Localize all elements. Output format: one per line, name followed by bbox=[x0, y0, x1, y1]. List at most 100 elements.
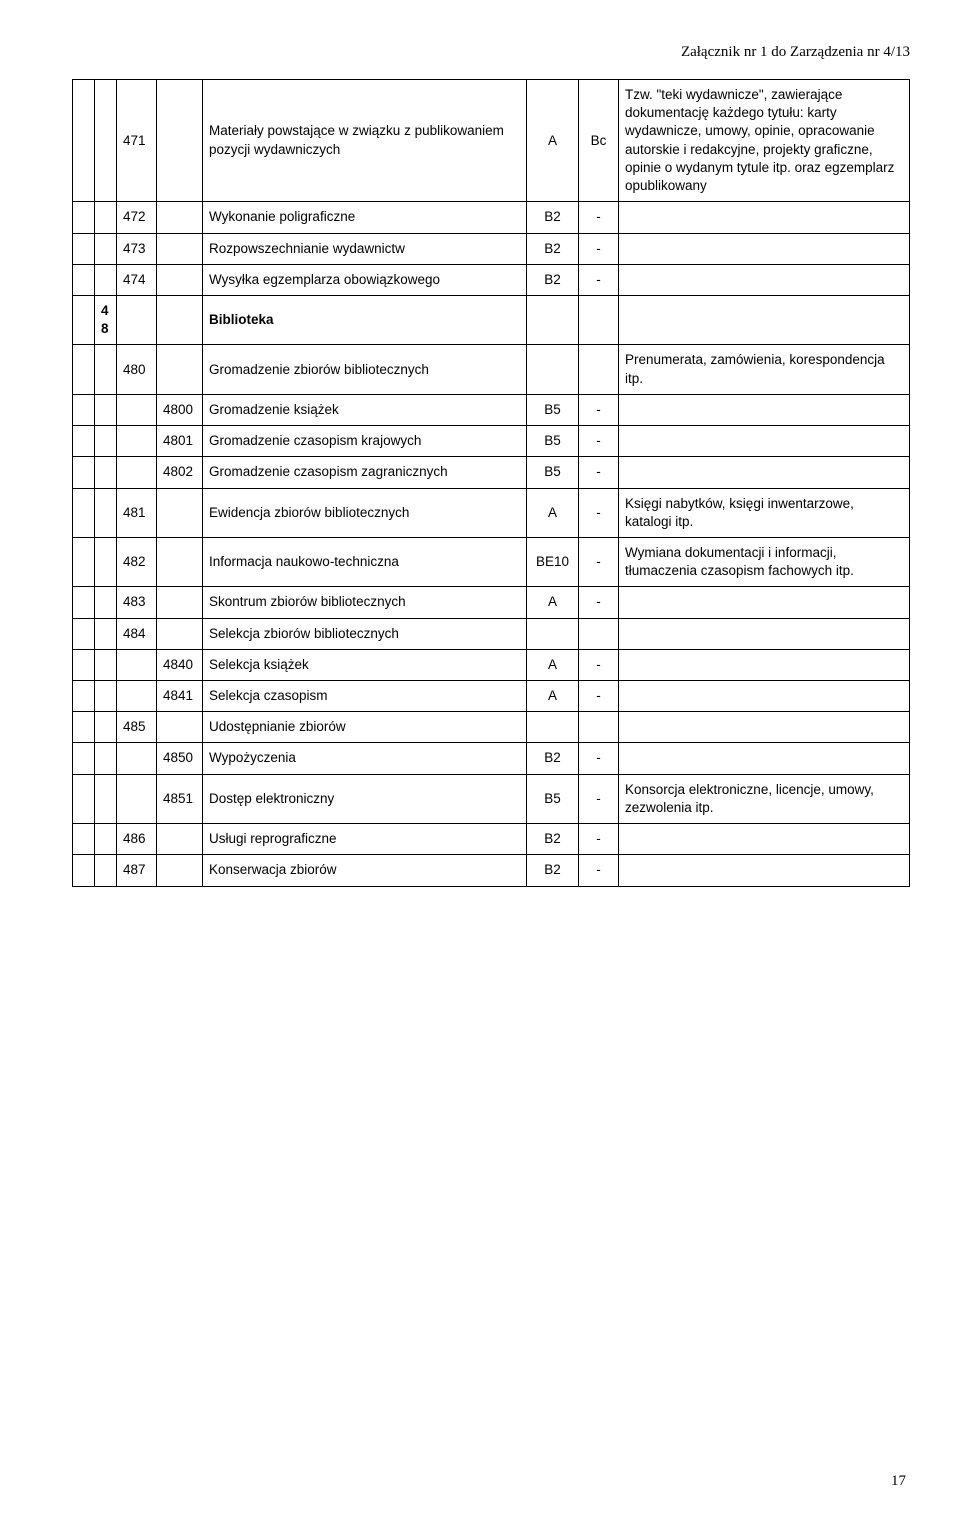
table-row: 4840 Selekcja książek A - bbox=[73, 649, 910, 680]
table-row: 4850 Wypożyczenia B2 - bbox=[73, 743, 910, 774]
cell-desc: Gromadzenie zbiorów bibliotecznych bbox=[203, 345, 527, 394]
cell-desc: Selekcja książek bbox=[203, 649, 527, 680]
cell-desc: Selekcja zbiorów bibliotecznych bbox=[203, 618, 527, 649]
page-header: Załącznik nr 1 do Zarządzenia nr 4/13 bbox=[72, 44, 910, 61]
table-row: 473 Rozpowszechnianie wydawnictw B2 - bbox=[73, 233, 910, 264]
cell-desc: Rozpowszechnianie wydawnictw bbox=[203, 233, 527, 264]
classification-table: 471 Materiały powstające w związku z pub… bbox=[72, 79, 910, 887]
cell-desc: Gromadzenie czasopism zagranicznych bbox=[203, 457, 527, 488]
table-row: 483 Skontrum zbiorów bibliotecznych A - bbox=[73, 587, 910, 618]
cell-kat: A bbox=[527, 649, 579, 680]
cell-kat: B2 bbox=[527, 824, 579, 855]
cell-blank bbox=[73, 80, 95, 202]
cell-kat: B5 bbox=[527, 457, 579, 488]
cell-desc: Skontrum zbiorów bibliotecznych bbox=[203, 587, 527, 618]
cell-code: 4851 bbox=[157, 774, 203, 823]
cell-kat2: - bbox=[579, 457, 619, 488]
cell-notes: Tzw. "teki wydawnicze", zawierające doku… bbox=[619, 80, 910, 202]
cell-code: 484 bbox=[117, 618, 157, 649]
cell-code: 4840 bbox=[157, 649, 203, 680]
cell-code: 4801 bbox=[157, 426, 203, 457]
cell-kat2: - bbox=[579, 649, 619, 680]
cell-blank bbox=[157, 80, 203, 202]
cell-desc: Gromadzenie książek bbox=[203, 394, 527, 425]
table-row: 4800 Gromadzenie książek B5 - bbox=[73, 394, 910, 425]
table-row: 482 Informacja naukowo-techniczna BE10 -… bbox=[73, 537, 910, 586]
cell-kat2: - bbox=[579, 774, 619, 823]
cell-kat: B2 bbox=[527, 743, 579, 774]
cell-kat: B2 bbox=[527, 233, 579, 264]
cell-kat2: - bbox=[579, 824, 619, 855]
cell-kat: A bbox=[527, 681, 579, 712]
table-row: 471 Materiały powstające w związku z pub… bbox=[73, 80, 910, 202]
cell-desc: Wykonanie poligraficzne bbox=[203, 202, 527, 233]
cell-code: 4802 bbox=[157, 457, 203, 488]
cell-desc: Materiały powstające w związku z publiko… bbox=[203, 80, 527, 202]
cell-desc: Konserwacja zbiorów bbox=[203, 855, 527, 886]
cell-desc: Biblioteka bbox=[203, 295, 527, 344]
cell-kat2: - bbox=[579, 743, 619, 774]
cell-code: 483 bbox=[117, 587, 157, 618]
cell-kat2: Bc bbox=[579, 80, 619, 202]
cell-notes: Prenumerata, zamówienia, korespondencja … bbox=[619, 345, 910, 394]
cell-notes: Księgi nabytków, księgi inwentarzowe, ka… bbox=[619, 488, 910, 537]
cell-code: 481 bbox=[117, 488, 157, 537]
table-row: 4802 Gromadzenie czasopism zagranicznych… bbox=[73, 457, 910, 488]
cell-code: 473 bbox=[117, 233, 157, 264]
cell-kat2: - bbox=[579, 233, 619, 264]
cell-code: 4800 bbox=[157, 394, 203, 425]
table-row: 484 Selekcja zbiorów bibliotecznych bbox=[73, 618, 910, 649]
cell-code: 486 bbox=[117, 824, 157, 855]
cell-desc: Wysyłka egzemplarza obowiązkowego bbox=[203, 264, 527, 295]
cell-code: 4841 bbox=[157, 681, 203, 712]
cell-desc: Ewidencja zbiorów bibliotecznych bbox=[203, 488, 527, 537]
table-row: 486 Usługi reprograficzne B2 - bbox=[73, 824, 910, 855]
cell-desc: Selekcja czasopism bbox=[203, 681, 527, 712]
cell-desc: Gromadzenie czasopism krajowych bbox=[203, 426, 527, 457]
table-row: 487 Konserwacja zbiorów B2 - bbox=[73, 855, 910, 886]
cell-desc: Usługi reprograficzne bbox=[203, 824, 527, 855]
cell-kat: A bbox=[527, 488, 579, 537]
table-row: 48 Biblioteka bbox=[73, 295, 910, 344]
cell-kat2: - bbox=[579, 537, 619, 586]
cell-notes: Konsorcja elektroniczne, licencje, umowy… bbox=[619, 774, 910, 823]
cell-desc: Dostęp elektroniczny bbox=[203, 774, 527, 823]
table-row: 485 Udostępnianie zbiorów bbox=[73, 712, 910, 743]
cell-code: 485 bbox=[117, 712, 157, 743]
cell-kat2: - bbox=[579, 488, 619, 537]
cell-code: 480 bbox=[117, 345, 157, 394]
table-row: 4841 Selekcja czasopism A - bbox=[73, 681, 910, 712]
cell-kat2: - bbox=[579, 681, 619, 712]
cell-kat: B5 bbox=[527, 394, 579, 425]
cell-kat: A bbox=[527, 587, 579, 618]
cell-kat2: - bbox=[579, 426, 619, 457]
cell-code: 487 bbox=[117, 855, 157, 886]
table-row: 474 Wysyłka egzemplarza obowiązkowego B2… bbox=[73, 264, 910, 295]
table-row: 472 Wykonanie poligraficzne B2 - bbox=[73, 202, 910, 233]
cell-notes: Wymiana dokumentacji i informacji, tłuma… bbox=[619, 537, 910, 586]
page-container: Załącznik nr 1 do Zarządzenia nr 4/13 47… bbox=[0, 0, 960, 1530]
cell-code: 482 bbox=[117, 537, 157, 586]
cell-kat: B5 bbox=[527, 426, 579, 457]
cell-kat2: - bbox=[579, 855, 619, 886]
cell-kat2: - bbox=[579, 587, 619, 618]
cell-code: 48 bbox=[95, 295, 117, 344]
cell-code: 474 bbox=[117, 264, 157, 295]
cell-kat2: - bbox=[579, 394, 619, 425]
table-row: 4851 Dostęp elektroniczny B5 - Konsorcja… bbox=[73, 774, 910, 823]
cell-kat2: - bbox=[579, 202, 619, 233]
cell-blank bbox=[95, 80, 117, 202]
cell-code: 471 bbox=[117, 80, 157, 202]
table-row: 480 Gromadzenie zbiorów bibliotecznych P… bbox=[73, 345, 910, 394]
cell-kat: B2 bbox=[527, 264, 579, 295]
cell-kat: A bbox=[527, 80, 579, 202]
cell-desc: Udostępnianie zbiorów bbox=[203, 712, 527, 743]
table-row: 4801 Gromadzenie czasopism krajowych B5 … bbox=[73, 426, 910, 457]
cell-kat: BE10 bbox=[527, 537, 579, 586]
cell-kat: B5 bbox=[527, 774, 579, 823]
cell-kat: B2 bbox=[527, 855, 579, 886]
cell-kat: B2 bbox=[527, 202, 579, 233]
cell-code: 472 bbox=[117, 202, 157, 233]
table-row: 481 Ewidencja zbiorów bibliotecznych A -… bbox=[73, 488, 910, 537]
cell-kat2: - bbox=[579, 264, 619, 295]
